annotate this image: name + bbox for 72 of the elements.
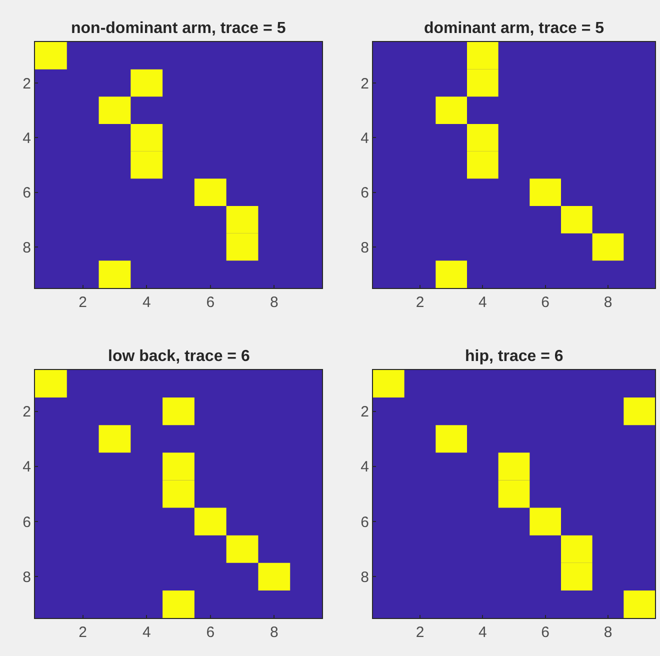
- point: [98, 260, 131, 288]
- point: [130, 151, 163, 179]
- chart-title: non-dominant arm, trace = 5: [71, 20, 286, 37]
- x-tick-label: 8: [604, 624, 612, 641]
- point: [467, 124, 498, 152]
- point: [35, 42, 67, 70]
- point: [467, 151, 498, 179]
- point: [35, 370, 67, 398]
- y-tick-label: 4: [22, 130, 31, 147]
- point: [258, 562, 290, 590]
- point: [561, 535, 592, 563]
- point: [561, 562, 592, 590]
- point: [624, 398, 655, 426]
- y-tick-label: 2: [22, 404, 31, 421]
- point: [162, 480, 194, 508]
- point: [436, 96, 467, 124]
- x-tick-label: 8: [604, 294, 612, 311]
- point: [498, 480, 530, 508]
- y-tick-label: 6: [22, 184, 31, 202]
- point: [130, 124, 163, 152]
- y-tick-label: 2: [22, 75, 31, 92]
- point: [436, 425, 467, 453]
- x-tick-label: 2: [78, 294, 87, 311]
- point: [194, 178, 226, 206]
- y-tick-label: 6: [22, 514, 31, 531]
- point: [98, 96, 131, 124]
- y-tick-label: 4: [360, 130, 369, 147]
- y-tick-label: 2: [360, 75, 369, 92]
- point: [592, 233, 624, 261]
- x-tick-label: 6: [541, 624, 550, 641]
- point: [467, 42, 498, 70]
- y-tick-label: 6: [360, 514, 369, 531]
- y-tick-label: 8: [22, 239, 31, 256]
- point: [624, 590, 655, 618]
- y-tick-label: 4: [360, 458, 369, 476]
- y-tick-label: 8: [22, 568, 31, 586]
- point: [530, 178, 561, 206]
- point: [226, 206, 258, 234]
- point: [467, 69, 498, 97]
- chart-title: dominant arm, trace = 5: [424, 20, 604, 37]
- point: [530, 508, 561, 536]
- point: [561, 206, 592, 234]
- point: [130, 69, 163, 97]
- y-tick-label: 2: [360, 404, 369, 421]
- point: [194, 508, 226, 536]
- x-tick-label: 2: [416, 294, 424, 311]
- x-tick-label: 6: [206, 624, 215, 641]
- point: [98, 425, 131, 453]
- x-tick-label: 6: [541, 294, 550, 311]
- x-tick-label: 8: [270, 294, 278, 311]
- x-tick-label: 6: [206, 294, 215, 311]
- y-tick-label: 8: [360, 239, 369, 256]
- x-tick-label: 2: [78, 624, 87, 641]
- x-tick-label: 8: [270, 624, 278, 641]
- point: [436, 260, 467, 288]
- y-tick-label: 4: [22, 458, 31, 476]
- point: [162, 590, 194, 618]
- point: [162, 398, 194, 426]
- point: [226, 535, 258, 563]
- y-tick-label: 6: [360, 184, 369, 202]
- chart-title: hip, trace = 6: [465, 348, 564, 365]
- x-tick-label: 4: [478, 624, 487, 641]
- point: [226, 233, 258, 261]
- chart-title: low back, trace = 6: [108, 348, 250, 365]
- point: [162, 452, 194, 480]
- x-tick-label: 4: [142, 294, 151, 311]
- point: [498, 452, 530, 480]
- x-tick-label: 4: [478, 294, 487, 311]
- point: [373, 370, 404, 398]
- x-tick-label: 4: [142, 624, 151, 641]
- y-tick-label: 8: [360, 568, 369, 586]
- x-tick-label: 2: [416, 624, 424, 641]
